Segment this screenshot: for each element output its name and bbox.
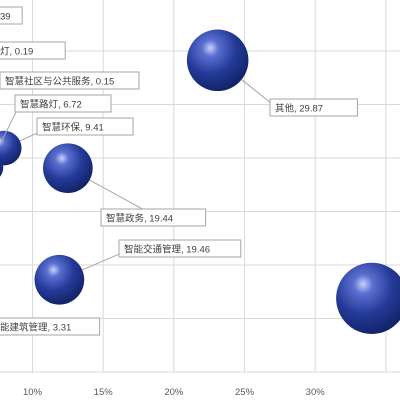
bubble (34, 254, 85, 305)
bubble (336, 262, 400, 334)
data-labels: 其他, 29.87 智慧政务, 19.44 智能交通管理, 19.46 智慧环保, 9… (0, 6, 358, 336)
data-label: 智慧社区与公共服务, 0.15 (5, 76, 114, 88)
data-label: 智慧政务, 19.44 (106, 213, 173, 225)
bubble (186, 29, 249, 92)
bubble (0, 130, 22, 166)
leader-line (89, 179, 149, 213)
data-label-box (118, 239, 242, 258)
data-label: 智慧环保, 9.41 (42, 122, 104, 134)
data-label: 智慧路灯, 6.72 (20, 99, 82, 111)
bubble (43, 143, 93, 193)
data-label: 灯, 0.19 (0, 47, 33, 58)
data-label-box (269, 98, 358, 117)
data-label: 39 (0, 12, 11, 23)
data-label-box (0, 317, 101, 336)
bubble (0, 158, 4, 177)
data-label: 智能交通管理, 19.46 (124, 244, 210, 256)
data-label-box (14, 94, 112, 113)
x-tick-label: 20% (164, 387, 184, 398)
data-label-box (36, 117, 134, 136)
bubble-series (0, 29, 400, 334)
data-label-box (0, 71, 140, 90)
x-axis-ticks: 10% 15% 20% 25% 30% (23, 387, 325, 398)
data-label-box (0, 41, 66, 60)
data-label: 其他, 29.87 (275, 103, 323, 115)
leader-line (241, 79, 273, 105)
leader-line (81, 251, 125, 271)
data-label-box (0, 6, 23, 25)
data-label: 能建筑管理, 3.31 (0, 322, 71, 334)
x-tick-label: 25% (235, 387, 255, 398)
x-tick-label: 30% (306, 387, 326, 398)
x-tick-label: 10% (23, 387, 43, 398)
x-tick-label: 15% (94, 387, 114, 398)
data-label-box (100, 208, 207, 227)
